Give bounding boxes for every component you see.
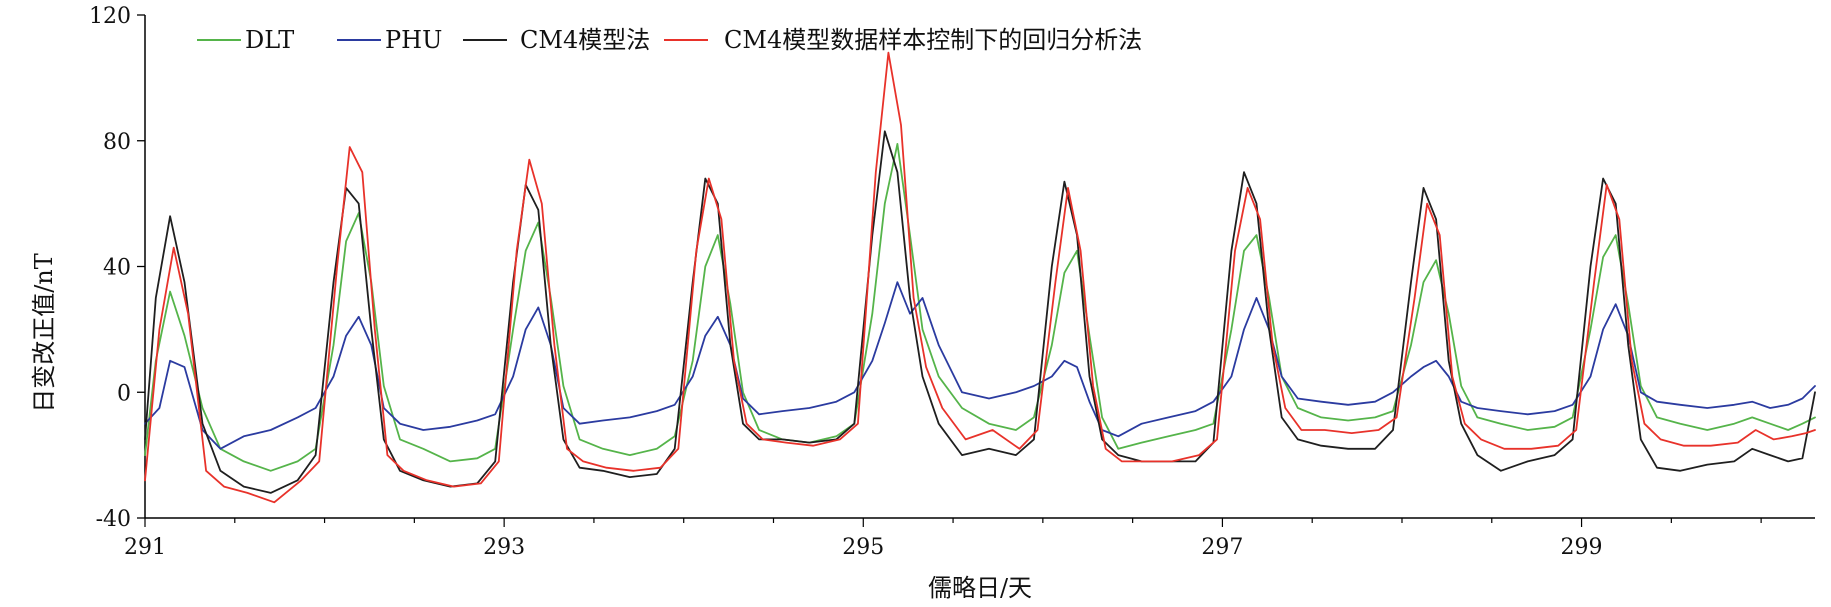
legend-label-1: PHU xyxy=(385,26,442,54)
legend-label-0: DLT xyxy=(245,26,294,54)
series-layer xyxy=(144,51,1816,504)
x-tick-label: 293 xyxy=(483,535,525,560)
series-line-1 xyxy=(144,281,1816,450)
legend-label-3: CM4模型数据样本控制下的回归分析法 xyxy=(724,26,1142,54)
y-tick-label: 0 xyxy=(117,381,131,406)
x-tick-label: 299 xyxy=(1561,535,1603,560)
x-tick-label: 297 xyxy=(1201,535,1243,560)
y-tick-label: 80 xyxy=(103,130,131,155)
y-tick-label: 120 xyxy=(89,4,131,29)
legend-label-2: CM4模型法 xyxy=(520,26,650,54)
x-tick-label: 295 xyxy=(842,535,884,560)
x-axis-label: 儒略日/天 xyxy=(928,574,1032,602)
axes-layer: -40 0 40 80 120 291 293 295 297 299 xyxy=(89,4,1815,560)
y-tick-label: -40 xyxy=(96,507,131,532)
legend: DLT PHU CM4模型法 CM4模型数据样本控制下的回归分析法 xyxy=(197,26,1142,54)
series-line-0 xyxy=(144,143,1816,472)
series-line-2 xyxy=(144,130,1816,494)
series-line-3 xyxy=(144,51,1816,504)
y-tick-label: 40 xyxy=(103,256,131,281)
y-axis-label: 日变改正值/nT xyxy=(30,253,58,413)
x-tick-label: 291 xyxy=(124,535,166,560)
